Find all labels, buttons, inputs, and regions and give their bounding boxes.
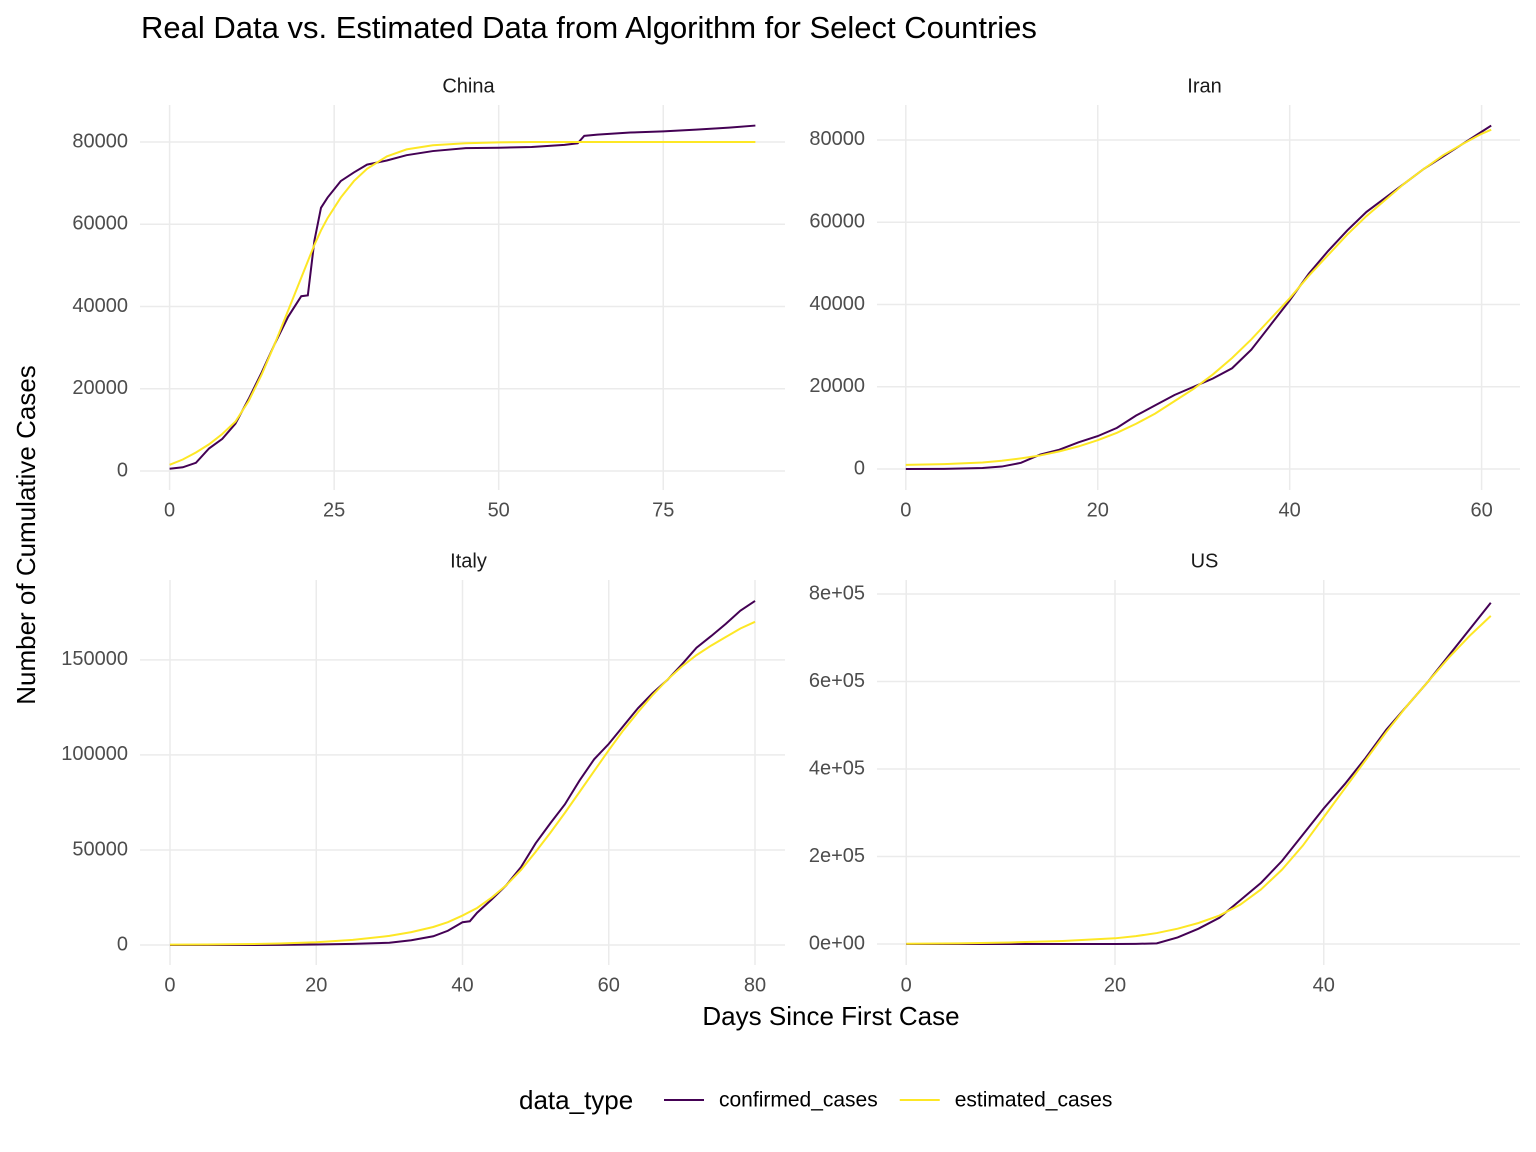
y-tick-label: 2e+05 — [809, 845, 865, 867]
x-tick-label: 25 — [323, 499, 345, 521]
series-line — [905, 128, 1492, 466]
chart-title: Real Data vs. Estimated Data from Algori… — [141, 10, 1037, 45]
facet-title: Italy — [450, 550, 487, 572]
y-tick-label: 100000 — [61, 743, 128, 765]
y-axis-title: Number of Cumulative Cases — [11, 365, 41, 705]
x-tick-label: 80 — [744, 974, 766, 996]
y-tick-label: 4e+05 — [809, 757, 865, 779]
y-tick-label: 20000 — [809, 375, 865, 397]
y-tick-label: 60000 — [72, 213, 128, 235]
y-tick-label: 40000 — [72, 295, 128, 317]
x-tick-label: 20 — [1087, 499, 1109, 521]
x-tick-label: 20 — [305, 974, 327, 996]
series-line — [905, 124, 1492, 471]
x-tick-label: 0 — [164, 499, 175, 521]
facet-title: China — [442, 75, 495, 97]
x-tick-label: 60 — [598, 974, 620, 996]
series-line — [169, 620, 756, 946]
y-tick-label: 40000 — [809, 293, 865, 315]
x-tick-label: 40 — [1279, 499, 1301, 521]
y-tick-label: 8e+05 — [809, 582, 865, 604]
x-tick-label: 0 — [164, 974, 175, 996]
y-tick-label: 80000 — [809, 128, 865, 150]
series-line — [169, 141, 756, 466]
x-tick-label: 40 — [451, 974, 473, 996]
legend-label: estimated_cases — [955, 1089, 1113, 1112]
y-tick-label: 0e+00 — [809, 932, 865, 954]
series-line — [169, 600, 756, 947]
y-tick-label: 50000 — [72, 838, 128, 860]
y-tick-label: 20000 — [72, 377, 128, 399]
legend-label: confirmed_cases — [719, 1089, 878, 1112]
x-tick-label: 0 — [900, 499, 911, 521]
x-tick-label: 60 — [1470, 499, 1492, 521]
facet-title: Iran — [1187, 75, 1221, 97]
series-line — [169, 124, 756, 470]
series-line — [906, 615, 1492, 945]
x-tick-label: 75 — [652, 499, 674, 521]
legend-title: data_type — [519, 1085, 633, 1115]
y-tick-label: 0 — [117, 459, 128, 481]
y-tick-label: 6e+05 — [809, 670, 865, 692]
series-line — [906, 602, 1492, 945]
y-tick-label: 150000 — [61, 648, 128, 670]
x-axis-title: Days Since First Case — [702, 1001, 959, 1031]
facet-title: US — [1191, 550, 1219, 572]
y-tick-label: 0 — [117, 933, 128, 955]
y-tick-label: 80000 — [72, 130, 128, 152]
x-tick-label: 20 — [1104, 974, 1126, 996]
y-tick-label: 60000 — [809, 211, 865, 233]
x-tick-label: 40 — [1313, 974, 1335, 996]
x-tick-label: 50 — [488, 499, 510, 521]
x-tick-label: 0 — [901, 974, 912, 996]
y-tick-label: 0 — [854, 457, 865, 479]
